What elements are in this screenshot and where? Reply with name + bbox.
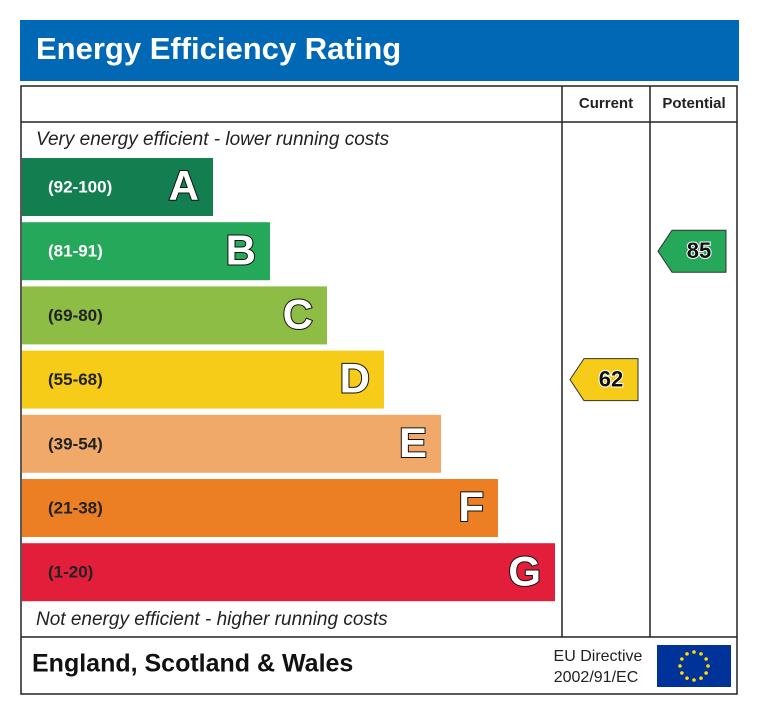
band [22, 158, 213, 216]
eu-star [706, 664, 710, 668]
eu-star [704, 671, 708, 675]
rating-arrow [657, 229, 727, 273]
band [22, 414, 441, 473]
eu-star [704, 657, 708, 661]
eu-star [699, 676, 703, 680]
band [22, 286, 327, 345]
band [22, 350, 384, 409]
column-header: Current [579, 95, 633, 112]
directive: EU Directive [554, 648, 643, 665]
band [22, 543, 555, 602]
band [22, 222, 270, 281]
band-letter: C [283, 290, 313, 337]
rating-arrow [569, 358, 639, 402]
band-range: (69-80) [48, 306, 103, 325]
chart-title: Energy Efficiency Rating [36, 31, 401, 66]
rating-value: 85 [687, 238, 711, 263]
frame [20, 85, 738, 695]
eu-star [685, 676, 689, 680]
band-range: (92-100) [48, 177, 112, 196]
band-letter: A [169, 162, 199, 209]
eu-star [680, 657, 684, 661]
eu-star [680, 671, 684, 675]
eu-star [678, 664, 682, 668]
region: England, Scotland & Wales [32, 650, 353, 678]
band-letter: D [340, 355, 370, 402]
band-letter: G [508, 547, 541, 594]
band-letter: E [399, 419, 427, 466]
band-range: (21-38) [48, 498, 103, 517]
band-range: (55-68) [48, 370, 103, 389]
bottom-note: Not energy efficient - higher running co… [36, 609, 388, 630]
eu-star [699, 652, 703, 656]
eu-star [685, 652, 689, 656]
eu-star [692, 650, 696, 654]
column-header: Potential [662, 95, 725, 112]
eu-star [692, 678, 696, 682]
eu-stars [678, 650, 710, 682]
title-bar [20, 20, 739, 81]
top-note: Very energy efficient - lower running co… [36, 129, 390, 150]
band-range: (39-54) [48, 434, 103, 453]
rating-value: 62 [599, 366, 623, 391]
directive: 2002/91/EC [554, 669, 639, 686]
band-range: (81-91) [48, 242, 103, 261]
band-letter: F [458, 483, 484, 530]
band [22, 479, 498, 537]
band-letter: B [226, 226, 256, 273]
band-range: (1-20) [48, 563, 93, 582]
